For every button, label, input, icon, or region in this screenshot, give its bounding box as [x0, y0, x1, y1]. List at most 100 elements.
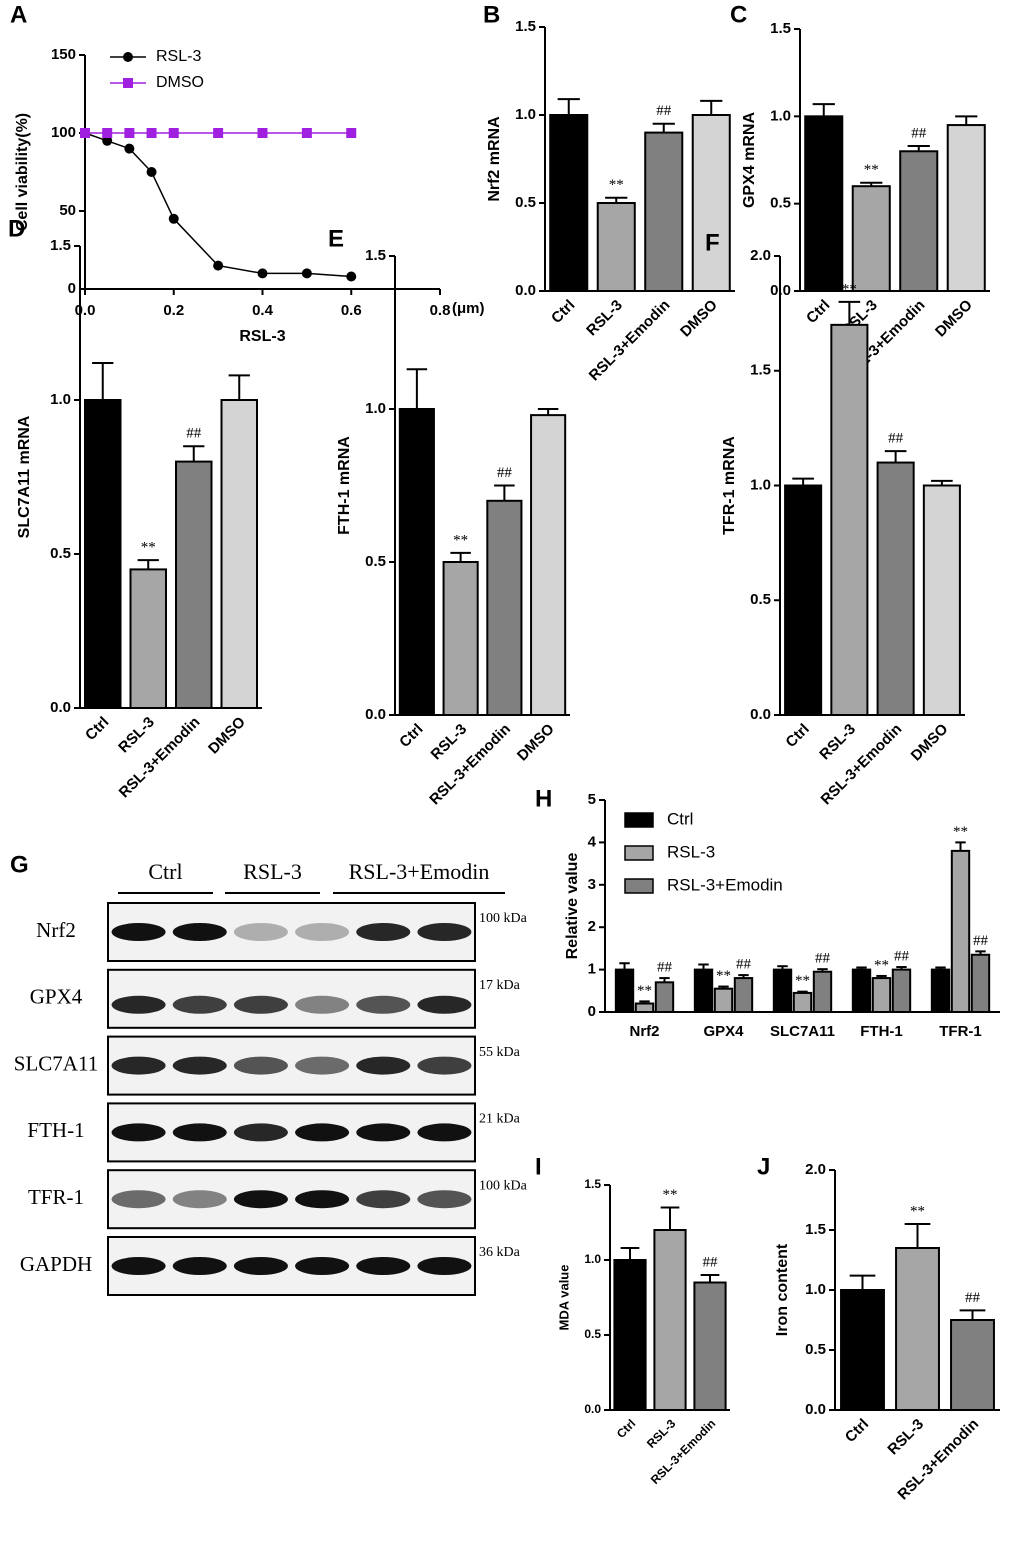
bar	[891, 968, 912, 1013]
panel-label: C	[730, 1, 747, 28]
panel-label: A	[10, 1, 27, 28]
bar	[129, 568, 167, 710]
significance-mark: **	[795, 973, 810, 989]
significance-mark: ##	[911, 125, 927, 141]
bar	[530, 414, 567, 716]
significance-mark: ##	[656, 103, 672, 119]
bar	[871, 977, 892, 1014]
significance-mark: **	[864, 162, 879, 178]
error-bar	[557, 98, 580, 115]
blot-band	[417, 1056, 472, 1075]
error-bar	[137, 559, 159, 570]
blot-box	[107, 1035, 476, 1096]
marker	[346, 271, 357, 282]
y-axis-title: MDA value	[556, 1265, 571, 1331]
y-tick-label: 1.5	[50, 237, 71, 254]
y-tick-label: 0	[68, 280, 76, 297]
marker	[102, 128, 113, 138]
blot-band	[233, 1123, 288, 1142]
blot-band	[233, 1257, 288, 1275]
significance-mark: ##	[965, 1290, 981, 1306]
blot-band	[233, 1056, 288, 1075]
blot-band	[417, 1257, 472, 1275]
marker	[257, 128, 268, 138]
marker	[146, 167, 157, 177]
y-axis-title: Iron content	[774, 1243, 791, 1336]
y-tick-label: 1.0	[584, 1252, 601, 1266]
y-tick-label: 3	[588, 876, 596, 893]
blot-band	[356, 1056, 411, 1075]
x-tick-label: 0.2	[163, 302, 184, 319]
legend-swatch	[624, 845, 654, 861]
blot-band	[111, 1257, 166, 1275]
blot-band	[356, 1123, 411, 1142]
bar	[220, 399, 258, 709]
blot-band	[172, 923, 227, 941]
marker	[102, 135, 113, 146]
y-axis-title: SLC7A11 mRNA	[16, 415, 33, 538]
error-bar	[406, 368, 428, 409]
error-bar	[660, 1206, 680, 1230]
y-tick-label: 1.5	[805, 1221, 826, 1238]
significance-mark: ##	[973, 933, 989, 949]
significance-mark: **	[663, 1187, 678, 1203]
marker	[301, 128, 312, 138]
size-label: 100 kDa	[479, 1178, 528, 1193]
bar	[644, 131, 684, 292]
x-tick-label: 0.0	[75, 302, 96, 319]
blot-band	[417, 923, 472, 941]
significance-mark: **	[953, 824, 968, 840]
significance-mark: ##	[815, 951, 831, 967]
x-unit: (μm)	[452, 300, 485, 317]
y-tick-label: 150	[51, 46, 76, 63]
bar	[693, 968, 714, 1013]
error-bar	[92, 362, 114, 400]
y-tick-label: 1.5	[365, 247, 386, 264]
size-label: 17 kDa	[479, 978, 521, 993]
significance-mark: **	[453, 532, 468, 548]
error-bar	[904, 1223, 931, 1248]
blot-band	[356, 923, 411, 941]
error-bar	[700, 99, 723, 115]
blot-band	[172, 1257, 227, 1275]
y-tick-label: 1.5	[515, 18, 536, 35]
marker	[168, 213, 179, 224]
blot-band	[111, 923, 166, 941]
blot-band	[172, 1190, 227, 1209]
y-tick-label: 1	[588, 961, 596, 978]
marker	[168, 128, 179, 138]
error-bar	[620, 1247, 640, 1260]
x-axis-title: RSL-3	[239, 328, 285, 345]
bar	[784, 484, 823, 716]
bar	[876, 461, 915, 716]
blot-band	[356, 1257, 411, 1275]
bar	[812, 970, 833, 1013]
significance-mark: **	[141, 540, 156, 556]
bar	[442, 561, 479, 716]
group-label: RSL-3+Emodin	[349, 859, 490, 884]
bar	[653, 1229, 687, 1411]
bar	[895, 1247, 940, 1411]
bar	[950, 1319, 995, 1411]
legend-label: Ctrl	[667, 809, 693, 828]
y-tick-label: 0.0	[750, 706, 771, 723]
y-tick-label: 2.0	[805, 1161, 826, 1178]
bar	[840, 1289, 885, 1411]
marker	[301, 268, 312, 279]
marker	[213, 128, 224, 138]
blot-band	[233, 1190, 288, 1209]
y-tick-label: 2.0	[750, 247, 771, 264]
significance-mark: ##	[736, 957, 752, 973]
group-label: RSL-3	[243, 859, 302, 884]
legend-label: RSL-3+Emodin	[667, 875, 783, 894]
y-tick-label: 0.0	[515, 282, 536, 299]
error-bar	[183, 445, 205, 462]
protein-label: Nrf2	[36, 918, 76, 942]
y-tick-label: 0.0	[50, 699, 71, 716]
marker	[146, 128, 157, 138]
blot-box	[107, 968, 476, 1029]
bar	[804, 115, 844, 293]
blot-band	[417, 1123, 472, 1142]
error-bar	[884, 450, 907, 463]
size-label: 21 kDa	[479, 1112, 521, 1127]
